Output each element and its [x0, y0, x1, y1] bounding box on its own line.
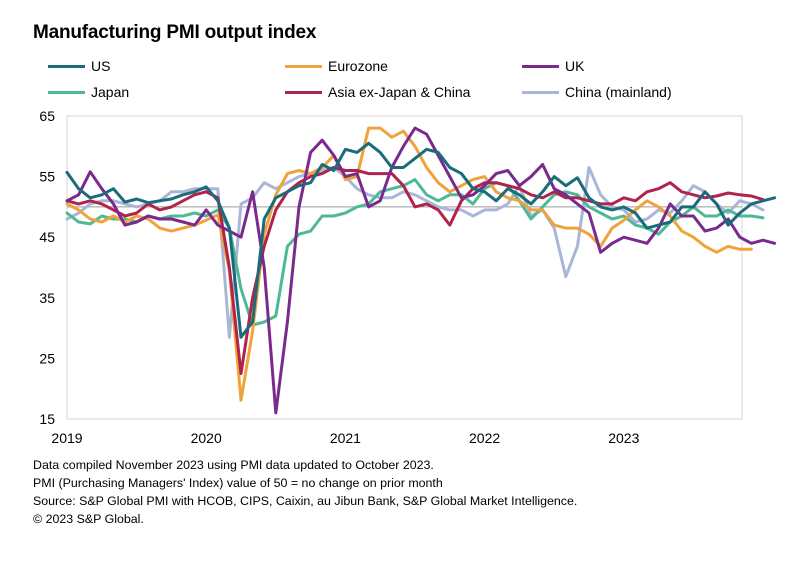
legend-item-asia-ex-japan-china: Asia ex-Japan & China [285, 84, 470, 100]
legend-swatch-uk [522, 64, 559, 68]
legend-label-us: US [91, 58, 111, 74]
legend-label-japan: Japan [91, 84, 130, 100]
series-line-us [65, 141, 777, 339]
legend-swatch-japan [48, 90, 85, 94]
x-tick-label: 2019 [51, 430, 82, 446]
chart-legend: US Eurozone UK Japan Asia ex-Japan & Chi… [0, 0, 785, 110]
note-data-compiled: Data compiled November 2023 using PMI da… [33, 458, 434, 472]
x-tick-label: 2021 [330, 430, 361, 446]
legend-item-china-mainland: China (mainland) [522, 84, 672, 100]
legend-label-eurozone: Eurozone [328, 58, 388, 74]
chart-title: Manufacturing PMI output index [33, 22, 317, 43]
legend-item-uk: UK [522, 58, 584, 74]
series-line-china-mainland [65, 166, 765, 339]
series-line-eurozone [65, 126, 753, 402]
note-pmi-definition: PMI (Purchasing Managers' Index) value o… [33, 476, 443, 490]
y-tick-label: 25 [39, 350, 55, 366]
x-tick-label: 2020 [191, 430, 222, 446]
legend-label-china-mainland: China (mainland) [565, 84, 672, 100]
y-tick-label: 55 [39, 169, 55, 185]
y-tick-label: 15 [39, 411, 55, 427]
note-copyright: © 2023 S&P Global. [33, 512, 144, 526]
y-tick-label: 65 [39, 108, 55, 124]
legend-item-japan: Japan [48, 84, 129, 100]
y-tick-label: 35 [39, 290, 55, 306]
legend-swatch-china-mainland [522, 90, 559, 94]
legend-label-asia-ex-japan-china: Asia ex-Japan & China [328, 84, 471, 100]
plot-area-frame [66, 115, 743, 420]
legend-label-uk: UK [565, 58, 585, 74]
x-tick-label: 2023 [608, 430, 639, 446]
x-tick-label: 2022 [469, 430, 500, 446]
series-line-japan [65, 178, 765, 327]
series-line-uk [65, 126, 777, 415]
legend-swatch-us [48, 64, 85, 68]
y-tick-label: 45 [39, 229, 55, 245]
legend-swatch-asia-ex-japan-china [285, 90, 322, 94]
series-line-asia-ex-japan-china [65, 166, 765, 376]
legend-swatch-eurozone [285, 64, 322, 68]
legend-item-eurozone: Eurozone [285, 58, 388, 74]
note-source: Source: S&P Global PMI with HCOB, CIPS, … [33, 494, 578, 508]
chart-notes: Data compiled November 2023 using PMI da… [33, 456, 577, 528]
line-chart: 15 25 35 45 55 65 2019 2020 2021 2022 2023 [39, 108, 777, 446]
legend-item-us: US [48, 58, 110, 74]
